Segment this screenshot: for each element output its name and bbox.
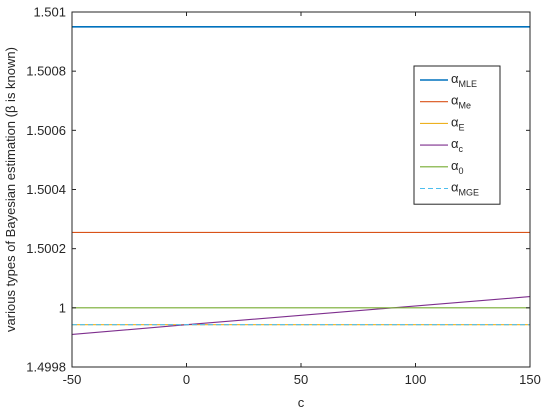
y-axis: 1.4998 1 1.5002 1.5004 1.5006 1.5008 1.501 — [26, 5, 530, 375]
y-tick-label: 1.501 — [33, 5, 66, 20]
x-axis-label: c — [298, 395, 305, 410]
y-tick-label: 1 — [59, 300, 66, 315]
legend-label-c: αc — [451, 136, 464, 154]
legend-label-0: α0 — [451, 158, 464, 176]
legend-box — [413, 65, 501, 205]
x-tick-label: 50 — [294, 372, 308, 387]
legend-label-mge: αMGE — [451, 180, 479, 198]
x-axis: -50 0 50 100 150 — [63, 12, 541, 387]
y-axis-label: various types of Bayesian estimation (β … — [3, 47, 18, 332]
legend-label-mle: αMLE — [451, 71, 477, 89]
y-tick-label: 1.5002 — [26, 241, 66, 256]
x-tick-label: -50 — [63, 372, 82, 387]
legend-label-e: αE — [451, 114, 465, 132]
y-tick-label: 1.4998 — [26, 360, 66, 375]
y-tick-label: 1.5006 — [26, 123, 66, 138]
x-tick-label: 0 — [183, 372, 190, 387]
y-tick-label: 1.5008 — [26, 64, 66, 79]
series-layer — [71, 25, 531, 336]
x-tick-label: 150 — [519, 372, 541, 387]
legend: αMLE αMe αE αc α0 αMGE — [413, 65, 501, 205]
x-tick-label: 100 — [405, 372, 427, 387]
legend-label-me: αMe — [451, 93, 471, 111]
y-tick-label: 1.5004 — [26, 182, 66, 197]
